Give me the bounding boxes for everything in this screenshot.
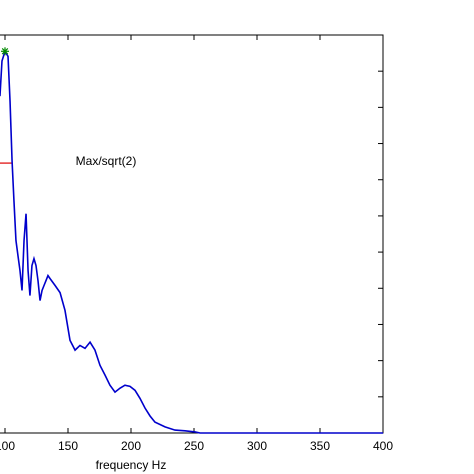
x-tick-label: 400 <box>373 439 393 453</box>
x-tick-label: 250 <box>184 439 204 453</box>
x-tick-label: 100 <box>0 439 15 453</box>
x-tick-label: 150 <box>58 439 78 453</box>
max-marker-stroke <box>1 48 9 55</box>
x-tick-label: 350 <box>310 439 330 453</box>
annotation: Max/sqrt(2) <box>76 154 137 168</box>
plot-frame <box>0 34 384 434</box>
series-line <box>0 49 383 434</box>
x-axis-label: frequency Hz <box>96 458 167 472</box>
max-marker <box>1 47 9 56</box>
x-tick-label: 200 <box>121 439 141 453</box>
x-tick-label: 300 <box>247 439 267 453</box>
